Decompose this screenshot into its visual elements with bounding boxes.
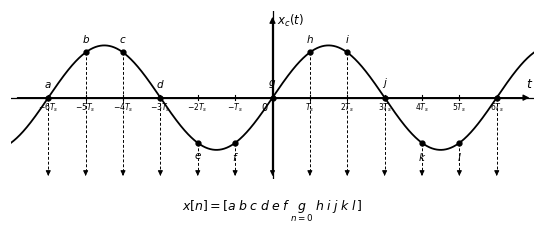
Text: $-5T_s$: $-5T_s$ [75,101,96,114]
Text: $a$: $a$ [45,80,52,90]
Text: $3T_s$: $3T_s$ [378,101,392,114]
Text: $x_c(t)$: $x_c(t)$ [277,13,304,29]
Text: $g$: $g$ [268,78,277,90]
Text: $-T_s$: $-T_s$ [227,101,243,114]
Text: $-6T_s$: $-6T_s$ [38,101,58,114]
Text: $6T_s$: $6T_s$ [489,101,504,114]
Text: $k$: $k$ [418,151,426,163]
Text: $-3T_s$: $-3T_s$ [150,101,171,114]
Text: $e$: $e$ [194,151,202,161]
Text: $0$: $0$ [261,101,268,113]
Text: $-4T_s$: $-4T_s$ [113,101,134,114]
Text: $t$: $t$ [526,78,534,91]
Text: $-2T_s$: $-2T_s$ [187,101,208,114]
Text: $j$: $j$ [382,76,387,90]
Text: $d$: $d$ [156,78,165,90]
Text: $c$: $c$ [119,35,127,45]
Text: $l$: $l$ [457,151,462,163]
Text: $x[n]=[a\;b\;c\;d\;e\;f\;\underset{n=0}{g}\;h\;i\;j\;k\;l\,]$: $x[n]=[a\;b\;c\;d\;e\;f\;\underset{n=0}{… [182,199,363,224]
Text: $h$: $h$ [306,33,314,45]
Text: $i$: $i$ [345,33,350,45]
Text: $f$: $f$ [232,151,239,163]
Text: $2T_s$: $2T_s$ [340,101,354,114]
Text: $T_s$: $T_s$ [305,101,314,114]
Text: $b$: $b$ [82,33,90,45]
Text: $5T_s$: $5T_s$ [452,101,467,114]
Text: $4T_s$: $4T_s$ [415,101,429,114]
